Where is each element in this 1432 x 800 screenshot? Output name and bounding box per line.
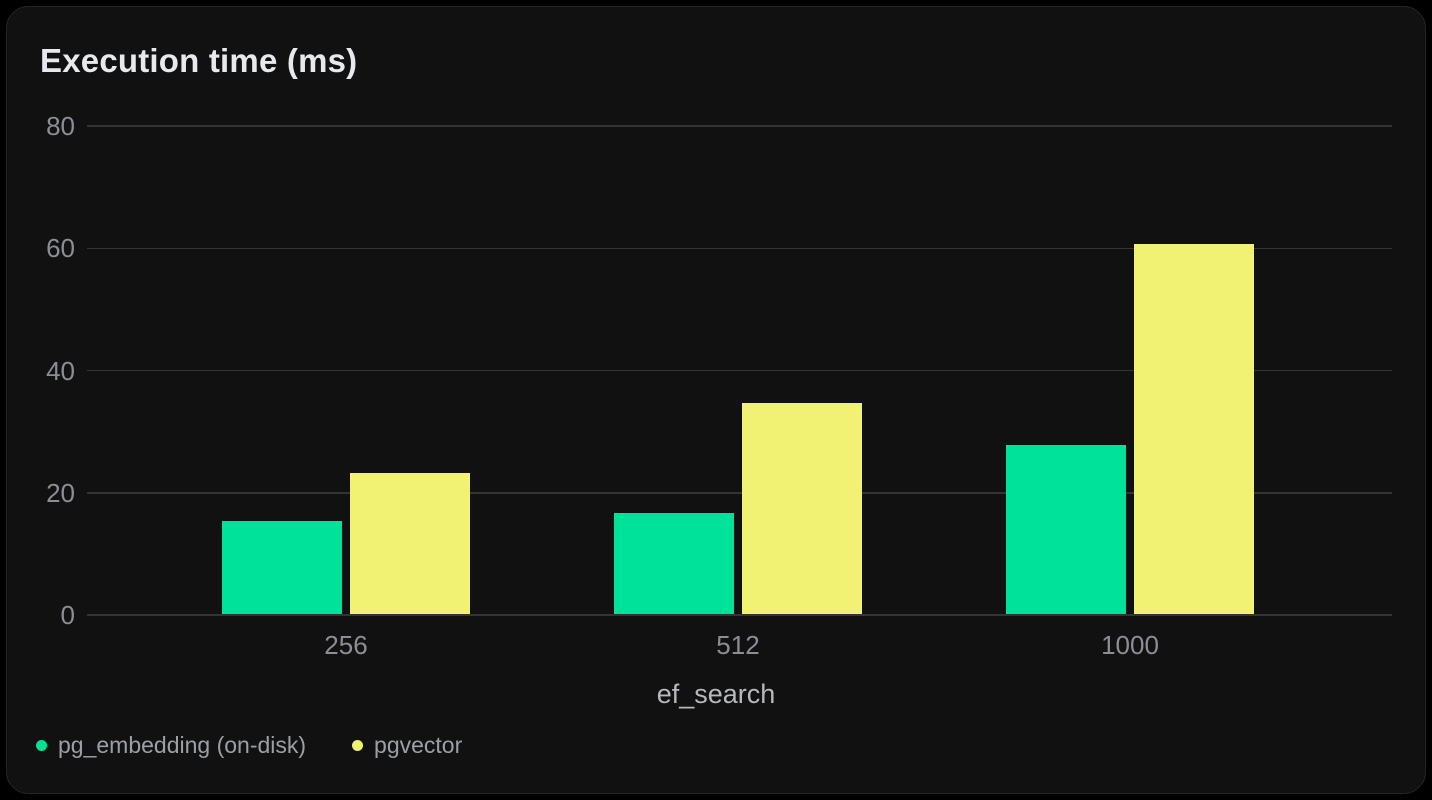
chart-title: Execution time (ms): [40, 42, 358, 79]
legend-label: pgvector: [374, 731, 463, 758]
x-axis-label: ef_search: [656, 679, 776, 709]
chart-card: Execution time (ms) 0 20 40 60 80 ef_search …: [6, 6, 1426, 794]
legend-dot-icon: [36, 739, 47, 751]
y-tick-label-20: 20: [46, 477, 75, 508]
x-tick-label-1000: 1000: [1101, 630, 1159, 660]
bar-pg-embedding-on-disk--256[interactable]: [222, 520, 342, 615]
x-tick-label-256: 256: [324, 630, 368, 660]
x-tick-label-512: 512: [716, 630, 760, 660]
y-axis: 0 20 40 60 80: [20, 112, 75, 629]
legend-item-pg-embedding-on-disk-[interactable]: pg_embedding (on-disk): [36, 731, 306, 759]
bar-pgvector-1000[interactable]: [1134, 244, 1254, 615]
bar-pg-embedding-on-disk--1000[interactable]: [1006, 444, 1126, 615]
gridline-y80: [87, 125, 1392, 127]
gridline-y20: [87, 492, 1392, 494]
bar-pg-embedding-on-disk--512[interactable]: [614, 513, 734, 615]
bar-pgvector-256[interactable]: [350, 473, 470, 615]
legend-item-pgvector[interactable]: pgvector: [352, 731, 462, 759]
gridline-y40: [87, 369, 1392, 372]
legend: pg_embedding (on-disk) pgvector: [36, 731, 462, 759]
gridline-y60: [87, 247, 1392, 249]
y-tick-label-40: 40: [46, 355, 75, 386]
gridline-y0: [87, 614, 1392, 616]
y-tick-label-80: 80: [46, 111, 75, 141]
y-tick-label-0: 0: [60, 600, 75, 630]
y-tick-label-60: 60: [46, 233, 75, 264]
legend-dot-icon: [352, 739, 364, 751]
legend-label: pg_embedding (on-disk): [58, 731, 307, 758]
plot-area: [87, 125, 1392, 616]
bar-pgvector-512[interactable]: [742, 402, 862, 615]
